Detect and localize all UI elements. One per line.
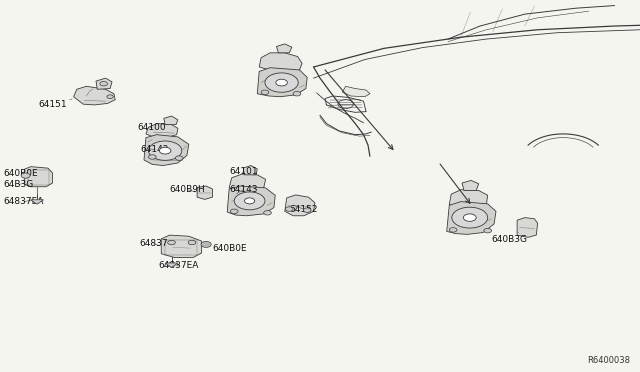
Circle shape (265, 73, 298, 92)
Polygon shape (31, 200, 44, 204)
Circle shape (201, 241, 211, 247)
Text: 64837: 64837 (140, 239, 168, 248)
Polygon shape (229, 174, 266, 192)
Text: 64143: 64143 (229, 185, 258, 194)
Circle shape (21, 173, 30, 178)
Polygon shape (259, 53, 302, 73)
Circle shape (449, 228, 457, 232)
Circle shape (148, 141, 182, 160)
Circle shape (244, 198, 255, 204)
Circle shape (100, 81, 108, 86)
Text: 64837EA: 64837EA (159, 262, 199, 270)
Text: 640B0E: 640B0E (4, 169, 38, 178)
Polygon shape (164, 116, 178, 125)
Circle shape (188, 240, 196, 245)
Polygon shape (517, 218, 538, 237)
Polygon shape (146, 124, 178, 138)
Polygon shape (74, 86, 115, 105)
Text: 640B9H: 640B9H (170, 185, 205, 194)
Circle shape (276, 79, 287, 86)
Text: 64142: 64142 (141, 145, 169, 154)
Polygon shape (243, 166, 257, 175)
Polygon shape (96, 78, 112, 89)
Circle shape (107, 95, 113, 99)
Circle shape (484, 228, 492, 233)
Circle shape (452, 207, 488, 228)
Polygon shape (227, 186, 275, 216)
Circle shape (463, 214, 476, 221)
Text: 64B3G: 64B3G (4, 180, 34, 189)
Polygon shape (197, 186, 212, 199)
Polygon shape (449, 190, 488, 209)
Text: R6400038: R6400038 (588, 356, 630, 365)
Circle shape (168, 240, 175, 245)
Polygon shape (342, 86, 370, 97)
Circle shape (148, 155, 156, 159)
Text: 64152: 64152 (289, 205, 318, 214)
Circle shape (159, 147, 171, 154)
Text: 64101: 64101 (229, 167, 258, 176)
Circle shape (264, 211, 271, 215)
Polygon shape (161, 235, 202, 257)
Circle shape (285, 207, 293, 211)
Text: 640B0E: 640B0E (206, 244, 247, 253)
Polygon shape (24, 167, 52, 187)
Polygon shape (447, 202, 496, 234)
Circle shape (293, 92, 301, 96)
Circle shape (234, 192, 265, 210)
Text: 64151: 64151 (38, 99, 72, 109)
Text: 64837EA: 64837EA (4, 197, 44, 206)
Polygon shape (257, 68, 307, 97)
Text: 64100: 64100 (138, 123, 166, 132)
Polygon shape (144, 135, 189, 166)
Polygon shape (276, 44, 292, 53)
Circle shape (303, 208, 311, 212)
Circle shape (261, 90, 269, 94)
Polygon shape (285, 195, 315, 216)
Text: 640B3G: 640B3G (492, 232, 527, 244)
Polygon shape (165, 263, 178, 267)
Polygon shape (462, 180, 479, 190)
Circle shape (175, 156, 183, 160)
Circle shape (230, 209, 238, 214)
